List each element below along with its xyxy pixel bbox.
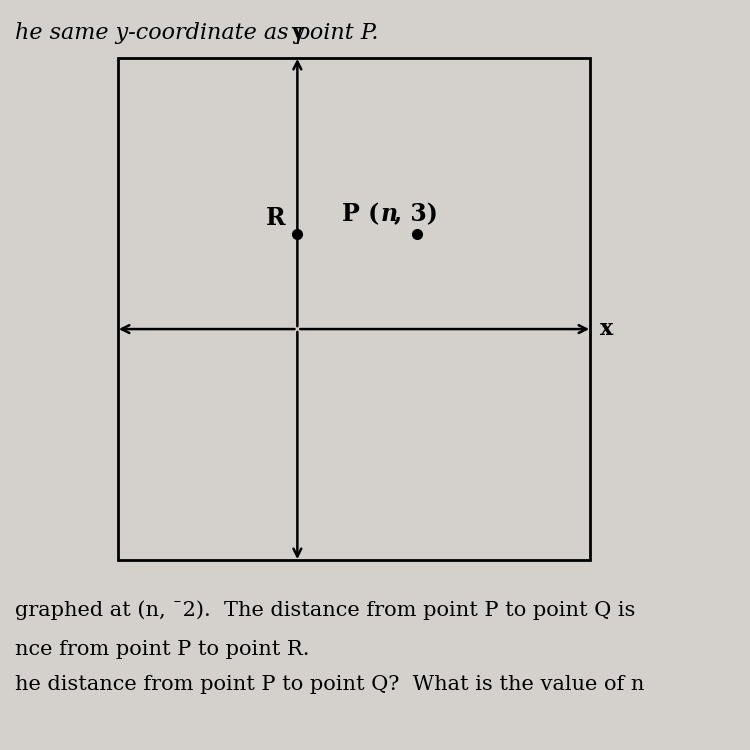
Text: he same y-coordinate as point P.: he same y-coordinate as point P. (15, 22, 379, 44)
Bar (118, 58, 590, 560)
Text: , 3): , 3) (394, 202, 438, 226)
Text: y: y (291, 22, 304, 44)
Text: graphed at (n, ¯2).  The distance from point P to point Q is: graphed at (n, ¯2). The distance from po… (15, 600, 635, 619)
Text: n: n (380, 202, 398, 226)
Text: nce from point P to point R.: nce from point P to point R. (15, 640, 310, 659)
Text: P (: P ( (342, 202, 380, 226)
Text: x: x (600, 318, 613, 340)
Text: R: R (266, 206, 285, 230)
Text: he distance from point P to point Q?  What is the value of n: he distance from point P to point Q? Wha… (15, 675, 644, 694)
